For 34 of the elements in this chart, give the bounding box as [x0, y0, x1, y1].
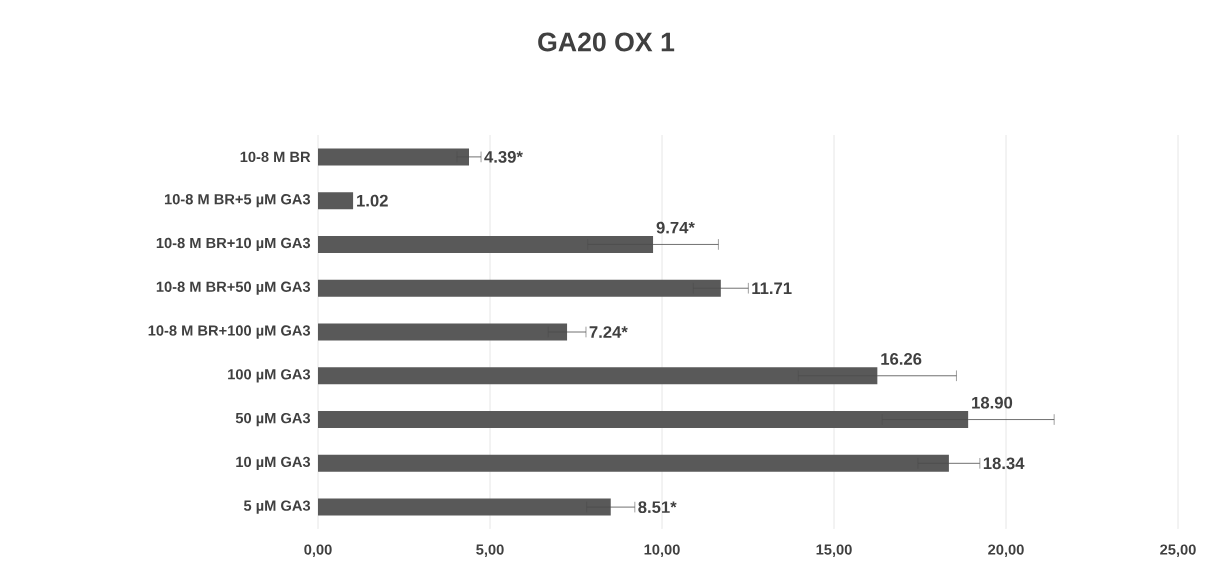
y-tick-label: 5 µM GA3 [243, 500, 311, 514]
bar [318, 235, 654, 253]
data-label: 7.24* [589, 326, 628, 338]
bar [318, 279, 721, 297]
data-label: 18.34 [983, 457, 1025, 470]
data-label: 1.02 [357, 194, 388, 207]
data-label: 16.26 [881, 353, 922, 365]
data-label: 8.51* [638, 501, 677, 514]
data-label: 11.71 [752, 282, 792, 294]
chart-title: GA20 OX 1 [538, 32, 675, 52]
x-tick-label: 15,00 [816, 544, 852, 557]
x-tick-label: 20,00 [988, 544, 1024, 557]
y-tick-label: 50 µM GA3 [235, 412, 311, 427]
y-tick-label: 10 µM GA3 [236, 456, 311, 470]
y-tick-label: 10-8 M BR+100 µM GA3 [148, 325, 311, 339]
y-tick-label: 100 µM GA3 [228, 369, 311, 383]
bar [318, 454, 949, 472]
x-tick-label: 25,00 [1160, 544, 1196, 557]
y-tick-label: 10-8 M BR+50 µM GA3 [156, 281, 311, 295]
y-tick-label: 10-8 M BR+5 µM GA3 [164, 194, 311, 208]
bar [318, 148, 470, 166]
bar [318, 498, 611, 516]
y-tick-label: 10-8 M BR [240, 151, 311, 163]
bar [318, 411, 969, 429]
bar [318, 367, 878, 385]
data-label: 4.39* [484, 150, 523, 163]
x-tick-label: 0,00 [304, 544, 332, 557]
bar [318, 323, 568, 341]
data-label: 9.74* [656, 221, 695, 234]
y-tick-label: 10-8 M BR+10 µM GA3 [156, 237, 311, 252]
x-tick-label: 10,00 [644, 544, 680, 557]
data-label: 18.90 [972, 396, 1013, 409]
bar [318, 192, 354, 210]
x-tick-label: 5,00 [476, 544, 504, 557]
